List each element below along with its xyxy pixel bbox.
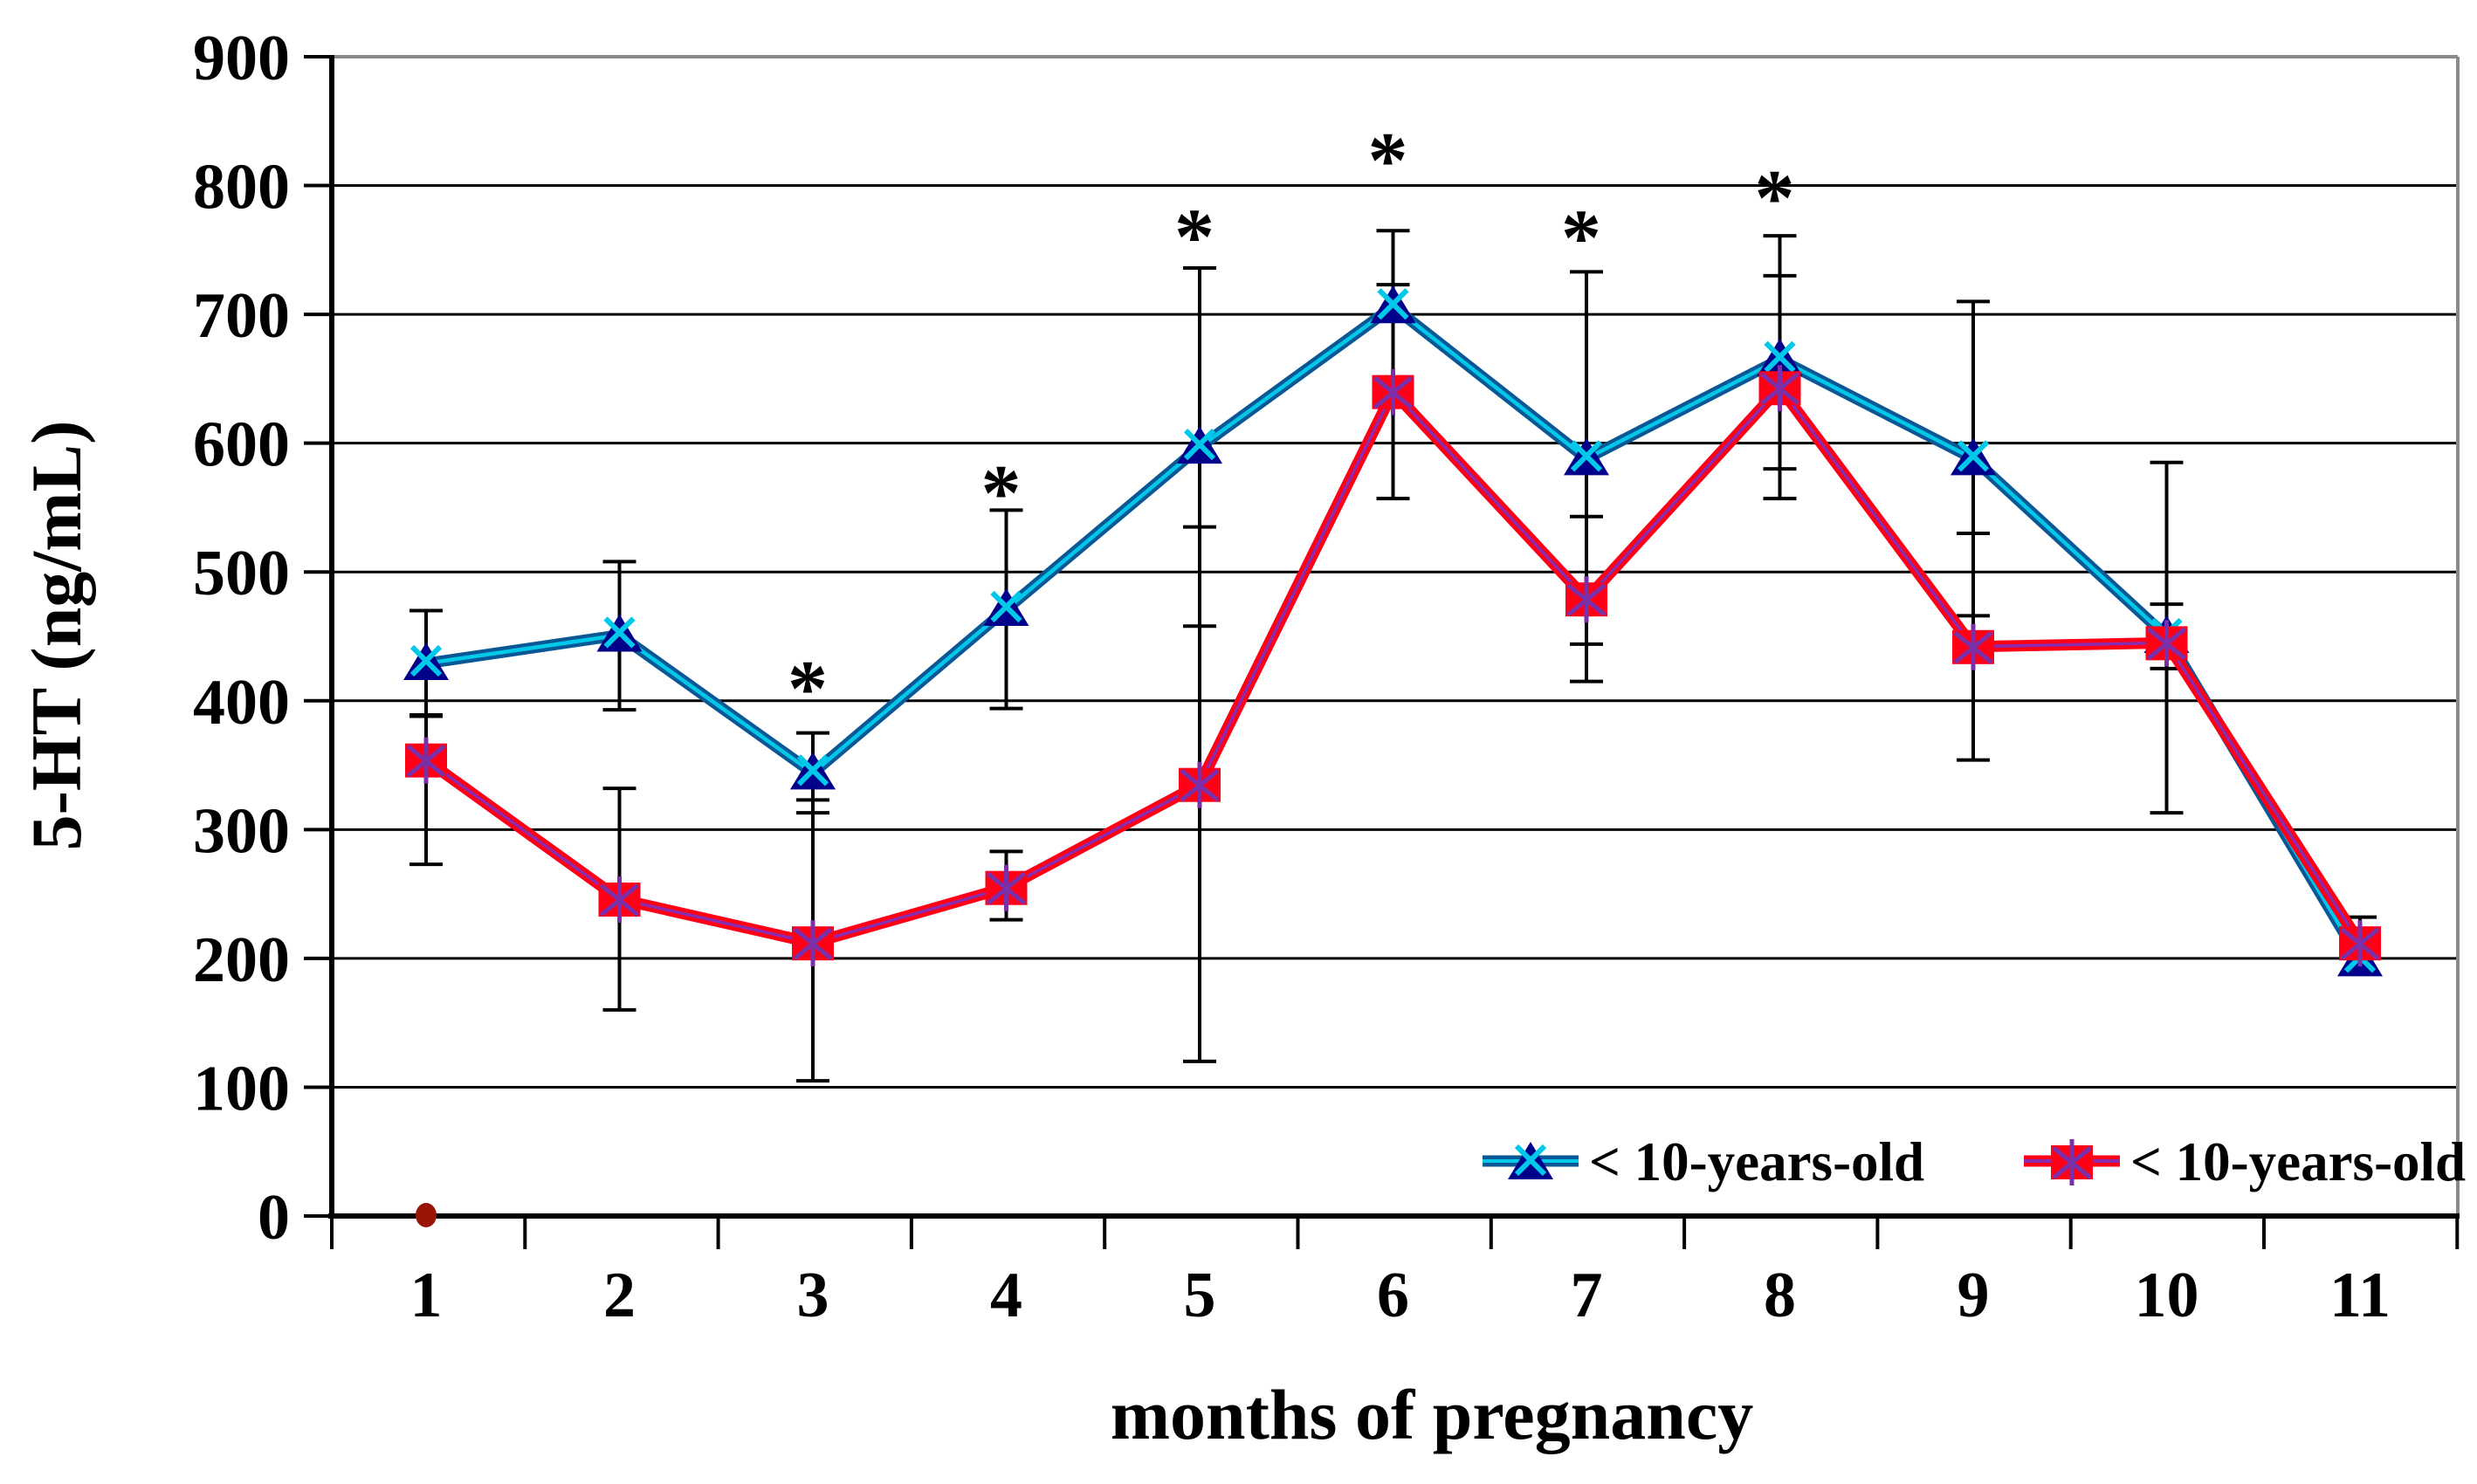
y-tick-label: 700 <box>193 280 290 352</box>
x-tick-label: 1 <box>410 1260 443 1331</box>
legend-label-2: < 10-years-old <box>2130 1131 2466 1192</box>
x-tick-label: 10 <box>2135 1260 2199 1331</box>
y-tick-label: 600 <box>193 409 290 481</box>
marker-x-stroke <box>990 590 1022 623</box>
y-tick-label: 100 <box>193 1053 290 1124</box>
marker-asterisk-stroke <box>406 744 446 778</box>
stray-point-dot <box>416 1203 437 1227</box>
marker-asterisk-stroke <box>793 927 833 961</box>
y-tick-label: 200 <box>193 924 290 996</box>
x-tick-label: 9 <box>1958 1260 1990 1331</box>
axes <box>304 55 2460 1249</box>
marker-x-stroke <box>409 644 443 677</box>
marker-asterisk-stroke <box>2146 627 2187 661</box>
marker-asterisk-stroke <box>1373 375 1414 409</box>
y-tick-label: 0 <box>258 1182 290 1254</box>
stray-data-point <box>416 1203 437 1227</box>
marker-x-stroke <box>1514 1144 1547 1177</box>
marker-asterisk-stroke <box>1566 583 1607 617</box>
marker-asterisk-stroke <box>986 871 1027 905</box>
significance-asterisk: * <box>981 448 1022 537</box>
series-markers <box>403 285 2383 977</box>
x-tick-label: 8 <box>1764 1260 1796 1331</box>
marker-asterisk-stroke <box>2340 927 2380 961</box>
x-tick-label: 6 <box>1377 1260 1409 1331</box>
x-tick-label: 11 <box>2329 1260 2391 1331</box>
y-tick-label: 900 <box>193 23 290 94</box>
x-axis-tick-labels: 1 2 3 4 5 6 7 8 9 10 11 <box>410 1260 2391 1331</box>
y-tick-label: 400 <box>193 667 290 739</box>
marker-x-stroke <box>1764 340 1796 373</box>
significance-asterisk: * <box>1755 154 1795 243</box>
marker-asterisk-stroke <box>1180 768 1220 802</box>
marker-x-stroke <box>1377 288 1409 320</box>
y-axis-title: 5-HT (ng/mL) <box>17 421 96 851</box>
marker-x-stroke <box>1957 440 1990 472</box>
marker-asterisk-stroke <box>599 883 640 917</box>
legend-label-1: < 10-years-old <box>1589 1131 1924 1192</box>
marker-x-stroke <box>1183 428 1216 461</box>
significance-asterisk: * <box>1368 116 1408 205</box>
x-tick-label: 4 <box>990 1260 1022 1331</box>
x-tick-label: 2 <box>603 1260 636 1331</box>
significance-asterisk: * <box>1174 192 1214 281</box>
significance-asterisk: * <box>788 644 828 733</box>
marker-asterisk-stroke <box>1759 372 1800 406</box>
significance-asterisks: * * * * * * <box>788 116 1795 733</box>
y-axis-tick-labels: 0 100 200 300 400 500 600 700 800 900 <box>193 23 290 1254</box>
marker-asterisk-stroke <box>2052 1146 2092 1179</box>
marker-asterisk-stroke <box>1953 630 1993 664</box>
x-tick-label: 3 <box>797 1260 829 1331</box>
x-tick-label: 7 <box>1571 1260 1603 1331</box>
x-axis-title: months of pregnancy <box>1111 1375 1754 1454</box>
y-tick-label: 300 <box>193 795 290 867</box>
marker-x-stroke <box>796 754 829 787</box>
error-bars <box>409 229 2377 1083</box>
marker-x-stroke <box>1570 440 1603 472</box>
x-tick-label: 5 <box>1184 1260 1216 1331</box>
y-tick-label: 800 <box>193 152 290 223</box>
significance-asterisk: * <box>1561 193 1601 282</box>
legend: < 10-years-old < 10-years-old <box>1483 1131 2466 1192</box>
marker-x-stroke <box>603 616 636 649</box>
y-tick-label: 500 <box>193 538 290 609</box>
